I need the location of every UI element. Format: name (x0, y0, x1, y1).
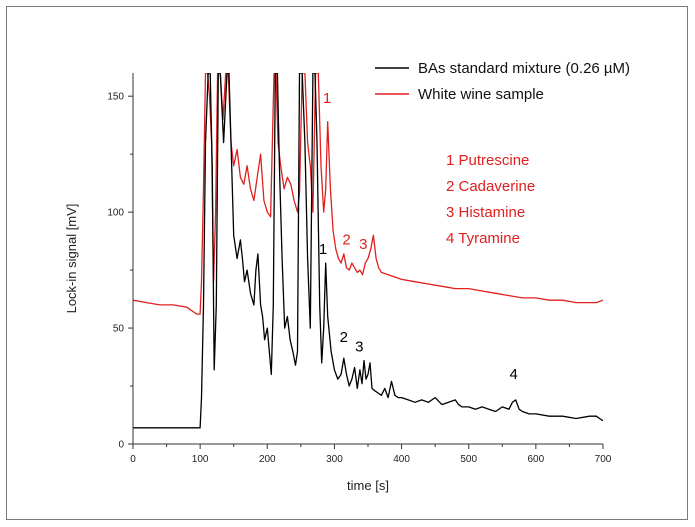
y-axis-title: Lock-in signal [mV] (64, 204, 79, 314)
peak-label: 3 (359, 236, 367, 253)
x-axis-title: time [s] (347, 478, 389, 493)
compound-key-item: 2 Cadaverine (446, 178, 535, 195)
peak-label: 2 (342, 232, 350, 249)
x-tick-label: 400 (393, 454, 410, 465)
series-line-white-wine (133, 73, 603, 315)
x-tick-label: 0 (130, 454, 136, 465)
figure-border (6, 6, 688, 520)
legend: BAs standard mixture (0.26 µM) White wine… (375, 60, 630, 103)
compound-key: 1 Putrescine 2 Cadaverine 3 Histamine 4 Tyr… (446, 152, 535, 247)
x-tick-label: 200 (259, 454, 276, 465)
y-tick-label: 100 (107, 208, 124, 219)
compound-key-item: 4 Tyramine (446, 230, 520, 247)
peak-label: 4 (510, 366, 518, 383)
series-line-bas-standard (133, 73, 603, 429)
x-tick-label: 500 (460, 454, 477, 465)
peak-label: 1 (319, 241, 327, 258)
x-tick-label: 100 (192, 454, 209, 465)
peak-label: 3 (355, 338, 363, 355)
legend-label: White wine sample (418, 86, 544, 103)
compound-key-item: 1 Putrescine (446, 152, 529, 169)
peak-label: 1 (323, 90, 331, 107)
x-tick-label: 700 (595, 454, 612, 465)
x-tick-label: 600 (528, 454, 545, 465)
chart-axes: 0 100 200 300 400 500 600 700 0 50 100 150 time [s] L… (64, 73, 612, 493)
y-tick-label: 150 (107, 92, 124, 103)
y-tick-label: 50 (113, 324, 125, 335)
peak-label: 2 (340, 329, 348, 346)
chart-marks (133, 73, 603, 429)
legend-label: BAs standard mixture (0.26 µM) (418, 60, 630, 77)
compound-key-item: 3 Histamine (446, 204, 525, 221)
x-tick-label: 300 (326, 454, 343, 465)
y-tick-label: 0 (118, 440, 124, 451)
